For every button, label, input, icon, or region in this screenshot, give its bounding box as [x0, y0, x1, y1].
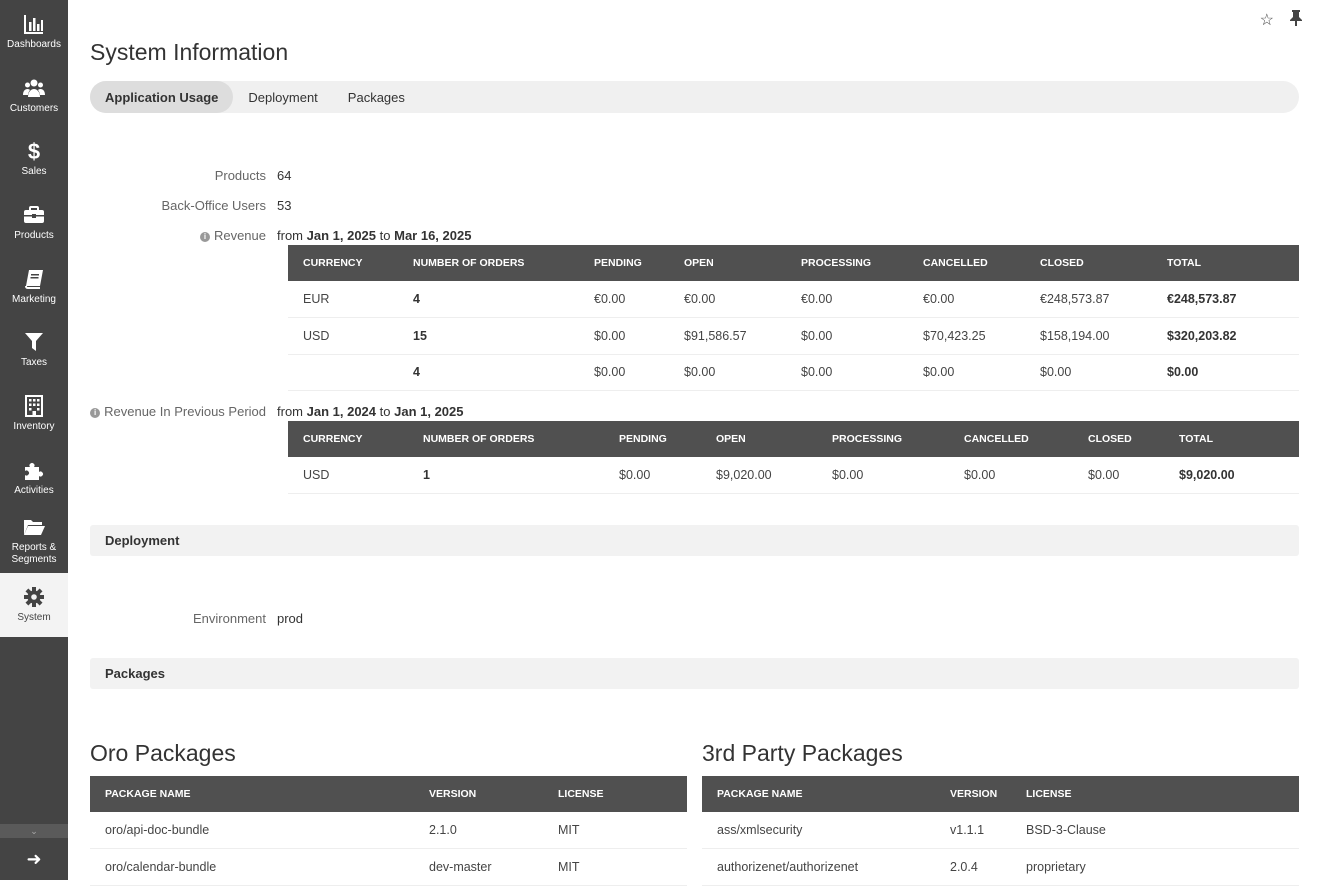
table-row: authorizenet/authorizenet 2.0.4 propriet…: [702, 848, 1299, 886]
table-row: oro/calendar-bundle dev-master MIT: [90, 848, 687, 886]
gear-icon: [24, 587, 44, 608]
sidebar-item-activities[interactable]: Activities: [0, 446, 68, 510]
table-row: USD 15 $0.00 $91,586.57 $0.00 $70,423.25…: [288, 317, 1299, 355]
sidebar-item-label: Reports &: [11, 542, 57, 554]
revenue-table: CURRENCY NUMBER OF ORDERS PENDING OPEN P…: [288, 245, 1299, 391]
third-party-packages-title: 3rd Party Packages: [702, 740, 903, 766]
products-label: Products: [214, 168, 266, 183]
col-pending: PENDING: [604, 421, 701, 457]
sidebar-footer: ⌄ ➜: [0, 824, 68, 880]
col-package-name: PACKAGE NAME: [702, 776, 935, 812]
products-row: Products 64: [90, 168, 292, 183]
main-sidebar: Dashboards Customers $ Sales Products Ma…: [0, 0, 68, 880]
sidebar-item-inventory[interactable]: Inventory: [0, 382, 68, 446]
pin-icon[interactable]: [1290, 10, 1302, 31]
sidebar-item-label: Marketing: [12, 293, 56, 305]
sidebar-item-dashboards[interactable]: Dashboards: [0, 0, 68, 64]
sidebar-item-label: Activities: [14, 484, 54, 496]
users-icon: [23, 79, 45, 97]
environment-label: Environment: [193, 611, 266, 626]
sidebar-item-label: Dashboards: [7, 38, 61, 50]
col-total: TOTAL: [1164, 421, 1299, 457]
revenue-row: i Revenue from Jan 1, 2025 to Mar 16, 202…: [90, 228, 471, 243]
environment-value: prod: [277, 611, 304, 626]
col-open: OPEN: [669, 245, 786, 281]
col-total: TOTAL: [1152, 245, 1299, 281]
col-open: OPEN: [701, 421, 817, 457]
folder-open-icon: [24, 520, 45, 536]
sidebar-item-sales[interactable]: $ Sales: [0, 127, 68, 191]
book-icon: [25, 269, 43, 289]
arrow-right-icon[interactable]: ➜: [26, 848, 42, 869]
col-version: VERSION: [414, 776, 543, 812]
col-currency: CURRENCY: [288, 245, 398, 281]
sidebar-item-products[interactable]: Products: [0, 191, 68, 255]
chevron-down-icon[interactable]: ⌄: [0, 824, 68, 838]
prev-revenue-table: CURRENCY NUMBER OF ORDERS PENDING OPEN P…: [288, 421, 1299, 494]
col-orders: NUMBER OF ORDERS: [398, 245, 579, 281]
col-closed: CLOSED: [1073, 421, 1164, 457]
packages-section-header: Packages: [90, 658, 1299, 689]
sidebar-item-label: Taxes: [20, 357, 48, 369]
briefcase-icon: [24, 205, 44, 223]
sidebar-item-system[interactable]: System: [0, 573, 68, 637]
col-processing: PROCESSING: [817, 421, 949, 457]
tab-bar: Application Usage Deployment Packages: [90, 81, 1299, 113]
users-row: Back-Office Users 53: [90, 198, 291, 213]
col-pending: PENDING: [579, 245, 669, 281]
prev-revenue-label: Revenue In Previous Period: [104, 404, 266, 419]
oro-packages-title: Oro Packages: [90, 740, 236, 766]
page-actions: ☆: [1260, 10, 1302, 31]
col-license: LICENSE: [543, 776, 687, 812]
sidebar-item-label: Sales: [21, 166, 47, 178]
sidebar-item-customers[interactable]: Customers: [0, 64, 68, 128]
table-row: ass/xmlsecurity v1.1.1 BSD-3-Clause: [702, 812, 1299, 849]
users-label: Back-Office Users: [161, 198, 266, 213]
tab-packages[interactable]: Packages: [347, 89, 405, 105]
col-cancelled: CANCELLED: [908, 245, 1025, 281]
building-icon: [25, 394, 43, 417]
table-row: USD 1 $0.00 $9,020.00 $0.00 $0.00 $0.00 …: [288, 457, 1299, 494]
third-party-packages-table: PACKAGE NAME VERSION LICENSE ass/xmlsecu…: [702, 776, 1299, 886]
star-icon[interactable]: ☆: [1259, 12, 1274, 29]
svg-text:$: $: [28, 140, 40, 162]
prev-revenue-period: from Jan 1, 2024 to Jan 1, 2025: [277, 404, 464, 419]
deployment-section-header: Deployment: [90, 525, 1299, 556]
oro-packages-table: PACKAGE NAME VERSION LICENSE oro/api-doc…: [90, 776, 687, 886]
sidebar-item-label: Customers: [9, 102, 59, 114]
tab-application-usage[interactable]: Application Usage: [90, 81, 234, 113]
col-license: LICENSE: [1011, 776, 1299, 812]
col-closed: CLOSED: [1025, 245, 1152, 281]
sidebar-item-marketing[interactable]: Marketing: [0, 255, 68, 319]
sidebar-item-taxes[interactable]: Taxes: [0, 318, 68, 382]
col-processing: PROCESSING: [786, 245, 908, 281]
table-row: EUR 4 €0.00 €0.00 €0.00 €0.00 €248,573.8…: [288, 281, 1299, 318]
revenue-label: Revenue: [213, 228, 266, 243]
filter-icon: [25, 333, 43, 352]
table-row: oro/api-doc-bundle 2.1.0 MIT: [90, 812, 687, 849]
info-icon[interactable]: i: [199, 232, 210, 242]
col-cancelled: CANCELLED: [949, 421, 1073, 457]
sidebar-item-label: Inventory: [13, 420, 55, 432]
col-currency: CURRENCY: [288, 421, 408, 457]
sidebar-item-label: System: [17, 612, 51, 624]
sidebar-item-reports-segments[interactable]: Reports & Segments: [0, 510, 68, 574]
dollar-icon: $: [28, 140, 40, 162]
sidebar-item-label-line2: Segments: [11, 554, 57, 566]
products-value: 64: [277, 168, 292, 183]
revenue-period: from Jan 1, 2025 to Mar 16, 2025: [277, 228, 472, 243]
col-package-name: PACKAGE NAME: [90, 776, 414, 812]
users-value: 53: [277, 198, 292, 213]
info-icon[interactable]: i: [90, 408, 101, 418]
prev-revenue-row: i Revenue In Previous Period from Jan 1, …: [90, 404, 464, 419]
sidebar-item-label: Products: [14, 229, 54, 241]
table-row: 4 $0.00 $0.00 $0.00 $0.00 $0.00 $0.00: [288, 354, 1299, 391]
page-title: System Information: [90, 39, 289, 65]
col-orders: NUMBER OF ORDERS: [408, 421, 604, 457]
col-version: VERSION: [935, 776, 1011, 812]
environment-row: Environment prod: [90, 611, 303, 626]
puzzle-icon: [25, 462, 43, 480]
tab-deployment[interactable]: Deployment: [248, 89, 318, 105]
bar-chart-icon: [24, 14, 43, 34]
